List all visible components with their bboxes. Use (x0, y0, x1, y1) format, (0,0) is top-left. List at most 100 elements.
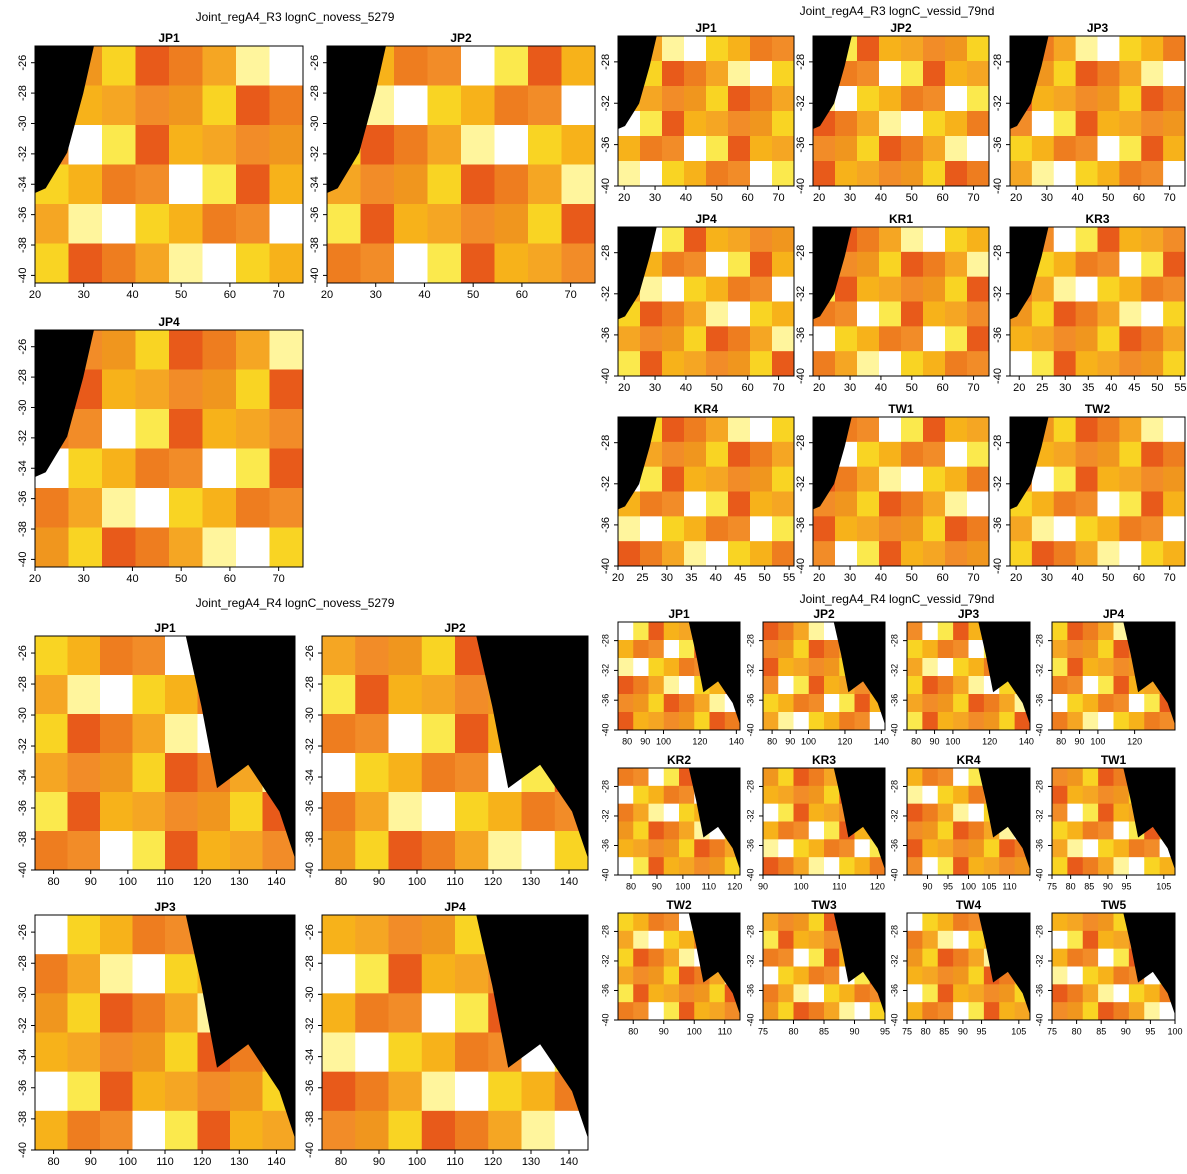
x-tick-label: 90 (922, 881, 932, 891)
heat-cell (907, 984, 923, 1003)
x-tick-label: 140 (560, 876, 578, 888)
heat-cell (236, 243, 270, 284)
heat-cell (824, 839, 840, 858)
y-tick-label: -26 (304, 645, 316, 661)
figure: Joint_regA4_R4 lognC_vessid_79nd JP1 80 90 1… (600, 592, 1182, 1036)
panel-title: JP3 (1087, 21, 1109, 35)
y-tick-label: -32 (992, 286, 1004, 302)
heat-cell (1159, 1002, 1176, 1021)
heat-cell (35, 204, 69, 244)
x-tick-label: 80 (628, 1026, 638, 1036)
heat-cell (662, 251, 685, 278)
y-tick-label: -28 (600, 634, 610, 647)
heat-cell (679, 658, 695, 677)
x-tick-label: 100 (961, 881, 976, 891)
heat-cell (953, 785, 969, 805)
heat-cell (945, 161, 968, 187)
figure-title: Joint_regA4_R3 lognC_novess_5279 (196, 10, 395, 24)
x-tick-label: 120 (982, 736, 997, 746)
heat-cell (1119, 227, 1142, 253)
heat-cell (1141, 161, 1164, 187)
y-tick-label: -28 (745, 925, 755, 938)
heat-cell (778, 803, 794, 822)
heat-cell (1141, 36, 1164, 62)
heat-cell (663, 930, 680, 950)
heat-cell (967, 161, 990, 187)
heat-cell (1097, 417, 1120, 443)
heat-cell (648, 640, 665, 659)
x-tick-label: 100 (119, 876, 137, 888)
y-tick-label: -28 (889, 925, 899, 938)
x-tick-label: 100 (1090, 736, 1105, 746)
heat-cell (750, 491, 773, 517)
heat-cell (1067, 640, 1084, 659)
heat-cell (879, 136, 902, 162)
panel-title: KR4 (694, 402, 718, 416)
heat-cell (633, 913, 649, 932)
heat-cell (1163, 161, 1186, 187)
heat-cell (968, 676, 985, 695)
heat-cell (808, 966, 825, 985)
heat-cell (202, 204, 237, 244)
heat-cell (663, 839, 680, 858)
heat-cell (236, 164, 270, 205)
heat-cell (1053, 326, 1077, 352)
heat-cell (269, 243, 304, 284)
x-tick-label: 80 (788, 1026, 798, 1036)
heat-cell (835, 351, 858, 377)
heat-cell (1097, 251, 1120, 278)
heat-cell (879, 251, 902, 278)
heat-cell (1031, 466, 1055, 492)
heat-cell (879, 86, 902, 112)
heat-cell (1053, 36, 1077, 62)
x-tick-label: 40 (875, 382, 887, 394)
heat-cell (901, 516, 924, 542)
heat-cell (901, 441, 924, 468)
heat-cell (679, 1002, 695, 1021)
heat-cell (835, 541, 858, 567)
heat-cell (663, 948, 680, 967)
heat-cell (1113, 857, 1130, 876)
land (978, 622, 1030, 725)
heat-cell (854, 984, 871, 1003)
heat-cell (1159, 712, 1176, 731)
panel: TW5 75 80 85 90 95 100 -28 -32 -36 -40 (1034, 898, 1182, 1036)
heat-cell (633, 622, 649, 641)
heat-cell (1113, 676, 1130, 695)
heat-cell (663, 768, 680, 787)
heat-cell (663, 694, 680, 713)
heat-cell (494, 243, 529, 284)
heat-cell (494, 46, 529, 86)
heat-cell (778, 785, 794, 805)
x-tick-label: 20 (29, 573, 41, 585)
heat-cell (1159, 857, 1176, 876)
heat-cell (684, 136, 707, 162)
heat-cell (648, 966, 665, 985)
y-tick-label: -28 (600, 435, 612, 451)
heat-cell (35, 954, 68, 994)
heat-cell (922, 930, 939, 950)
heat-cell (421, 714, 456, 754)
x-tick-label: 50 (1102, 572, 1114, 584)
heat-cell (793, 839, 810, 858)
heat-cell (968, 1002, 985, 1021)
heat-cell (1053, 491, 1077, 517)
heat-cell (100, 1032, 133, 1073)
heat-cell (879, 541, 902, 567)
heat-cell (1053, 417, 1077, 443)
heat-cell (648, 857, 665, 876)
heat-cell (67, 1110, 101, 1151)
heat-cell (618, 930, 634, 950)
heat-cell (879, 276, 902, 302)
heat-cell (455, 1071, 489, 1112)
heat-cell (824, 930, 840, 950)
heat-cell (202, 409, 237, 449)
land (688, 913, 740, 1015)
heat-cell (197, 831, 231, 871)
heat-cell (618, 326, 641, 352)
x-tick-label: 90 (785, 736, 795, 746)
heat-cell (388, 915, 423, 955)
heat-cell (1098, 913, 1114, 932)
y-tick-label: -26 (304, 924, 316, 940)
heat-cell (922, 768, 939, 787)
